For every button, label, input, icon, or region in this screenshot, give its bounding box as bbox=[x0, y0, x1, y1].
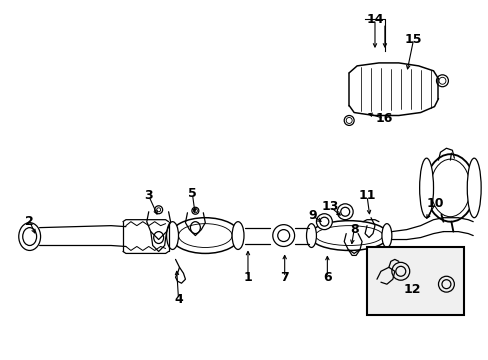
Text: 16: 16 bbox=[374, 112, 392, 125]
Text: 1: 1 bbox=[243, 271, 252, 284]
Text: 7: 7 bbox=[280, 271, 288, 284]
Bar bbox=[366, 247, 463, 315]
Ellipse shape bbox=[306, 224, 316, 247]
Text: 15: 15 bbox=[404, 33, 422, 46]
Text: 10: 10 bbox=[426, 197, 444, 210]
Ellipse shape bbox=[309, 221, 388, 251]
Ellipse shape bbox=[391, 262, 409, 280]
Text: 9: 9 bbox=[307, 209, 316, 222]
Text: 3: 3 bbox=[144, 189, 153, 202]
Ellipse shape bbox=[381, 224, 391, 247]
Ellipse shape bbox=[166, 222, 178, 249]
Text: 13: 13 bbox=[321, 200, 338, 213]
Ellipse shape bbox=[419, 158, 433, 218]
Ellipse shape bbox=[438, 276, 453, 292]
Ellipse shape bbox=[425, 154, 474, 222]
Text: 14: 14 bbox=[366, 13, 383, 26]
Text: 2: 2 bbox=[25, 215, 34, 228]
Ellipse shape bbox=[316, 214, 332, 230]
Text: 12: 12 bbox=[403, 283, 421, 296]
Text: 5: 5 bbox=[188, 188, 196, 201]
Ellipse shape bbox=[232, 222, 244, 249]
Ellipse shape bbox=[170, 218, 240, 253]
Text: 4: 4 bbox=[174, 293, 183, 306]
Ellipse shape bbox=[272, 225, 294, 247]
Ellipse shape bbox=[467, 158, 480, 218]
Text: 11: 11 bbox=[358, 189, 375, 202]
Text: 6: 6 bbox=[323, 271, 331, 284]
Text: 8: 8 bbox=[349, 223, 358, 236]
Ellipse shape bbox=[337, 204, 352, 220]
